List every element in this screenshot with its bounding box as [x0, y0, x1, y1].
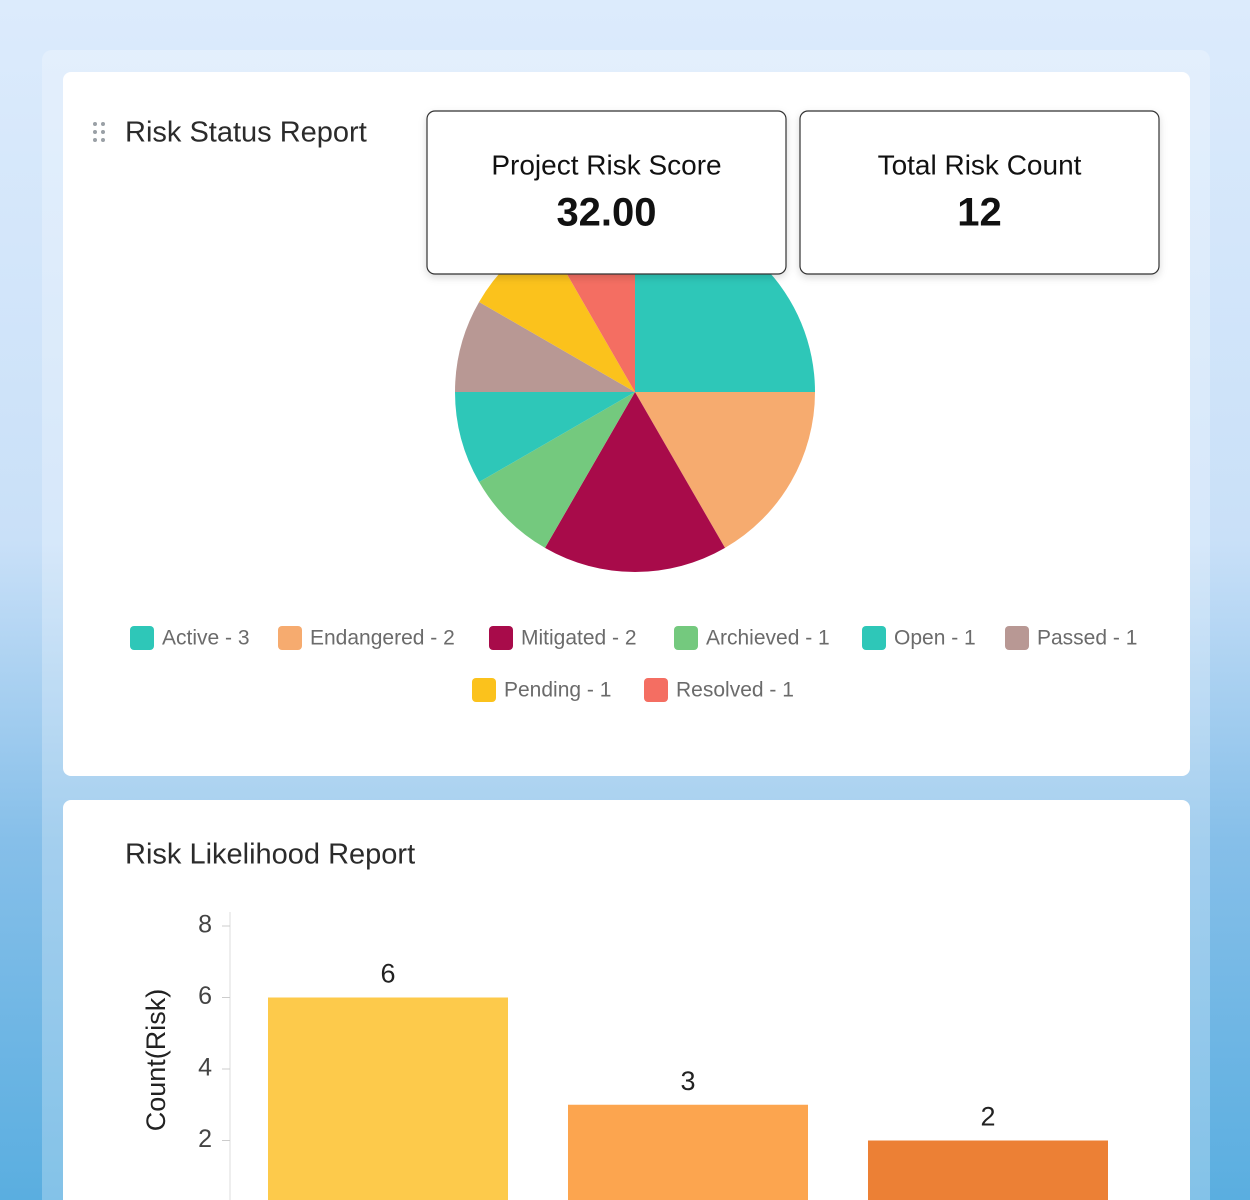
- bar: [268, 997, 508, 1200]
- kpi-cards: Project Risk Score 32.00 Total Risk Count 1…: [426, 110, 1160, 275]
- y-tick-label: 8: [198, 911, 212, 939]
- chart-title: Risk Likelihood Report: [125, 839, 415, 871]
- pie-slice: [479, 392, 635, 548]
- legend-label: Pending - 1: [504, 679, 611, 702]
- legend-label: Active - 3: [162, 627, 250, 650]
- pie-slice: [545, 392, 725, 572]
- kpi-value: 32.00: [556, 191, 656, 235]
- y-tick-label: 6: [198, 982, 212, 1010]
- pie-slice: [635, 392, 815, 548]
- kpi-value: 12: [957, 191, 1002, 235]
- y-tick-label: 2: [198, 1125, 212, 1153]
- pie-slice: [479, 236, 635, 392]
- legend-swatch: [472, 678, 496, 702]
- chart-title: Risk Status Report: [125, 117, 367, 149]
- pie-chart: Active - 3 Endangered - 2 Mitigated - 2 Arc…: [130, 212, 1137, 702]
- data-label: 2: [980, 1102, 995, 1132]
- bar: [868, 1140, 1108, 1200]
- legend-swatch: [278, 626, 302, 650]
- legend-label: Resolved - 1: [676, 679, 794, 702]
- legend-swatch: [644, 678, 668, 702]
- legend-swatch: [489, 626, 513, 650]
- legend-label: Mitigated - 2: [521, 627, 637, 650]
- legend-swatch: [130, 626, 154, 650]
- pie-slice: [455, 302, 635, 392]
- legend-label: Archieved - 1: [706, 627, 830, 650]
- legend-swatch: [1005, 626, 1029, 650]
- data-label: 3: [680, 1066, 695, 1096]
- y-tick-label: 4: [198, 1054, 212, 1082]
- legend-label: Passed - 1: [1037, 627, 1137, 650]
- kpi-card: [799, 110, 1160, 275]
- pie-slice: [455, 392, 635, 482]
- kpi-card: [426, 110, 787, 275]
- legend-swatch: [862, 626, 886, 650]
- data-label: 6: [380, 959, 395, 989]
- legend-label: Open - 1: [894, 627, 976, 650]
- kpi-label: Project Risk Score: [491, 149, 721, 180]
- y-axis-label: Count(Risk): [141, 989, 171, 1132]
- legend-label: Endangered - 2: [310, 627, 455, 650]
- bar-chart: 2 4 6 8 Count(Risk) 6 3 2: [141, 911, 1108, 1200]
- kpi-label: Total Risk Count: [878, 149, 1082, 180]
- bar: [568, 1104, 808, 1200]
- legend-swatch: [674, 626, 698, 650]
- drag-handle[interactable]: [93, 122, 105, 142]
